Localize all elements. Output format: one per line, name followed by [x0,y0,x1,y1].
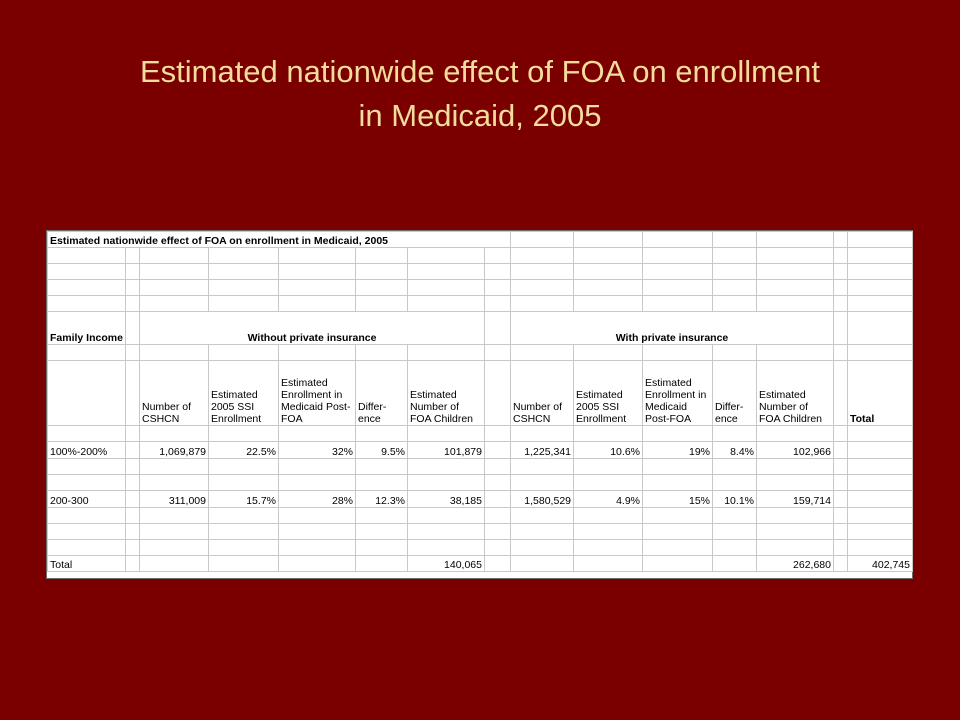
col-header-foa-children: Estimated Number of FOA Children [407,360,485,426]
ssi-cell: 4.9% [573,490,643,508]
ssi-cell: 22.5% [208,441,279,459]
slide-title-line-1: Estimated nationwide effect of FOA on en… [139,54,821,89]
with-insurance-header: With private insurance [510,311,834,345]
medicaid-cell: 15% [642,490,713,508]
col-header-foa-children: Estimated Number of FOA Children [756,360,834,426]
col-header-difference: Differ- ence [355,360,408,426]
grand-total: 402,745 [847,555,913,572]
ssi-cell: 15.7% [208,490,279,508]
table-row: 100%-200% 1,069,879 22.5% 32% 9.5% 101,8… [47,441,913,459]
cshcn-cell: 311,009 [139,490,209,508]
caption-row: Estimated nationwide effect of FOA on en… [47,231,913,248]
foa-children-cell: 159,714 [756,490,834,508]
medicaid-cell: 28% [278,490,356,508]
income-cell: 100%-200% [47,441,126,459]
family-income-header: Family Income [47,311,126,345]
col-header-cshcn: Number of CSHCN [510,360,574,426]
foa-children-cell: 101,879 [407,441,485,459]
col-header-total: Total [847,360,913,426]
without-insurance-header: Without private insurance [139,311,485,345]
slide-title-line-2: in Medicaid, 2005 [358,98,602,133]
difference-cell: 8.4% [712,441,757,459]
total-label: Total [47,555,126,572]
difference-cell: 12.3% [355,490,408,508]
slide-title: Estimated nationwide effect of FOA on en… [0,50,960,138]
col-header-ssi: Estimated 2005 SSI Enrollment [573,360,643,426]
col-header-cshcn: Number of CSHCN [139,360,209,426]
table-caption: Estimated nationwide effect of FOA on en… [47,231,511,248]
col-header-ssi: Estimated 2005 SSI Enrollment [208,360,279,426]
spreadsheet-image: Estimated nationwide effect of FOA on en… [46,230,913,579]
ssi-cell: 10.6% [573,441,643,459]
total-foa-without: 140,065 [407,555,485,572]
table-row: 200-300 311,009 15.7% 28% 12.3% 38,185 1… [47,490,913,508]
difference-cell: 9.5% [355,441,408,459]
col-header-medicaid: Estimated Enrollment in Medicaid Post-FO… [642,360,713,426]
column-header-row: Number of CSHCN Estimated 2005 SSI Enrol… [47,360,913,426]
total-row: Total 140,065 262,680 402,745 [47,555,913,572]
cshcn-cell: 1,225,341 [510,441,574,459]
difference-cell: 10.1% [712,490,757,508]
col-header-difference: Differ- ence [712,360,757,426]
col-header-medicaid: Estimated Enrollment in Medicaid Post-FO… [278,360,356,426]
foa-children-cell: 38,185 [407,490,485,508]
cshcn-cell: 1,069,879 [139,441,209,459]
total-foa-with: 262,680 [756,555,834,572]
medicaid-cell: 32% [278,441,356,459]
income-cell: 200-300 [47,490,126,508]
foa-children-cell: 102,966 [756,441,834,459]
cshcn-cell: 1,580,529 [510,490,574,508]
medicaid-cell: 19% [642,441,713,459]
group-header-row: Family Income Without private insurance … [47,311,913,345]
enrollment-table: Estimated nationwide effect of FOA on en… [47,231,913,572]
